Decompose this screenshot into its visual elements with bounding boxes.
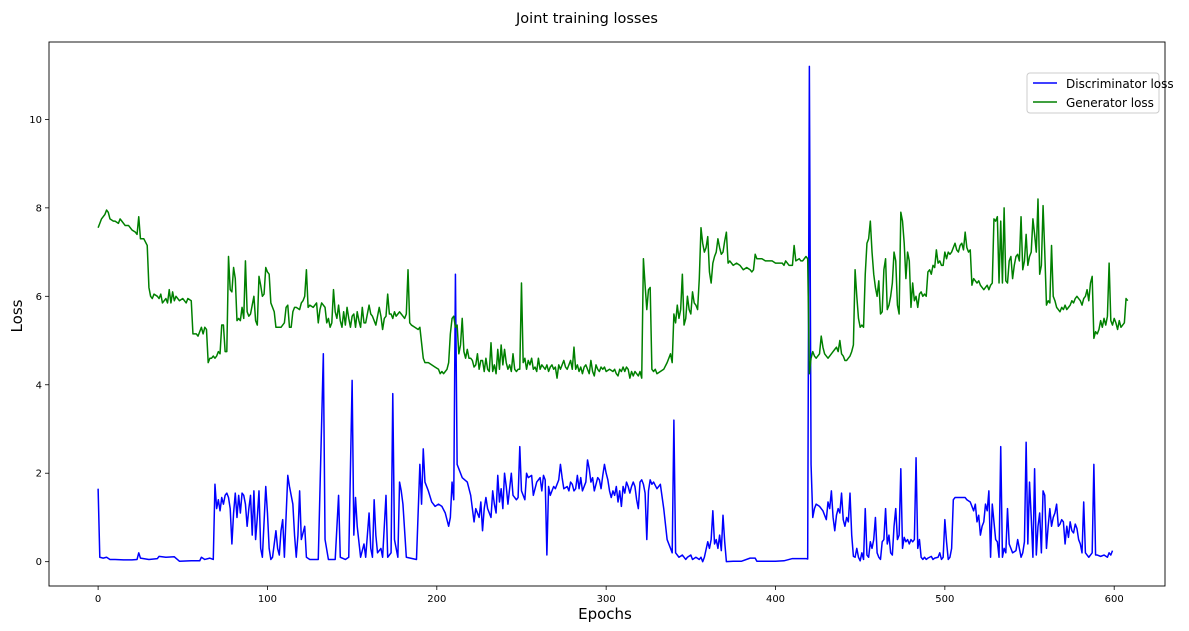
- x-tick-label: 200: [427, 594, 446, 605]
- y-tick-label: 10: [29, 115, 42, 126]
- series-line-discriminator-loss: [97, 65, 1114, 563]
- x-tick-label: 0: [95, 594, 101, 605]
- x-axis-label: Epochs: [578, 605, 632, 623]
- legend-box: [1026, 72, 1160, 114]
- x-tick-label: 100: [258, 594, 277, 605]
- x-tick-label: 300: [597, 594, 616, 605]
- x-axis: 0 100 200 300 400 500 600: [95, 586, 1124, 605]
- plot-lines: [97, 65, 1129, 563]
- y-tick-label: 8: [36, 203, 42, 214]
- y-axis-label: Loss: [8, 299, 26, 332]
- y-tick-label: 4: [36, 380, 42, 391]
- x-tick-label: 600: [1105, 594, 1124, 605]
- plot-frame: [48, 41, 1166, 587]
- y-tick-label: 2: [36, 469, 42, 480]
- legend-label-discriminator: Discriminator loss: [1066, 77, 1174, 91]
- y-tick-label: 6: [36, 292, 42, 303]
- x-tick-label: 400: [766, 594, 785, 605]
- chart-title: Joint training losses: [515, 11, 658, 27]
- legend-label-generator: Generator loss: [1066, 96, 1154, 110]
- legend: Discriminator loss Generator loss: [1026, 72, 1174, 114]
- series-line-generator-loss: [97, 198, 1129, 379]
- x-tick-label: 500: [935, 594, 954, 605]
- y-axis: 0 2 4 6 8 10: [29, 115, 49, 568]
- y-tick-label: 0: [36, 557, 42, 568]
